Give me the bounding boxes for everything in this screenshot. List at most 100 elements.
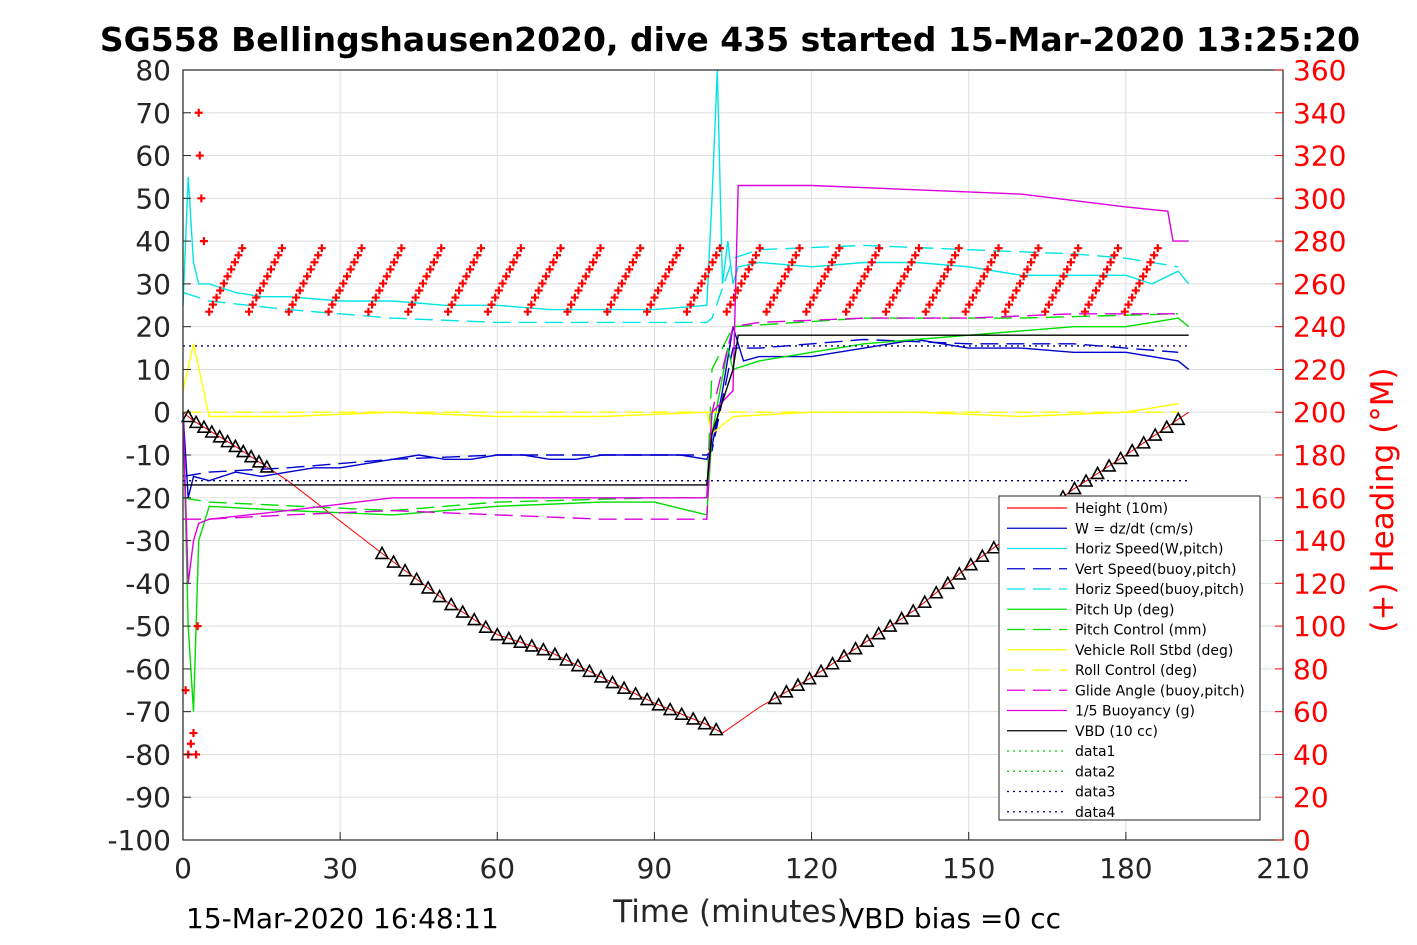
heading-marker [621, 272, 630, 281]
heading-marker [1131, 286, 1140, 295]
heading-marker [585, 265, 594, 274]
x-tick-label: 0 [174, 852, 192, 885]
heading-marker [1110, 251, 1119, 260]
heading-marker [752, 251, 761, 260]
heading-marker [186, 739, 195, 748]
heading-marker [875, 244, 884, 253]
heading-marker [791, 251, 800, 260]
heading-marker [331, 293, 340, 302]
heading-marker [914, 244, 923, 253]
heading-marker [1063, 265, 1072, 274]
heading-marker [306, 265, 315, 274]
depth-marker [1067, 480, 1082, 495]
heading-marker [968, 293, 977, 302]
heading-marker [505, 265, 514, 274]
y-right-tick-label: 60 [1293, 696, 1329, 729]
heading-marker [458, 279, 467, 288]
heading-marker [252, 293, 261, 302]
heading-marker [1142, 265, 1151, 274]
y-tick-label: 20 [135, 311, 171, 344]
heading-marker [1023, 265, 1032, 274]
heading-marker [205, 307, 214, 316]
x-tick-label: 210 [1256, 852, 1309, 885]
heading-marker [954, 244, 963, 253]
heading-marker [936, 279, 945, 288]
y-right-tick-label: 300 [1293, 182, 1346, 215]
heading-marker [733, 286, 742, 295]
heading-marker [596, 244, 605, 253]
heading-marker [643, 307, 652, 316]
heading-marker [570, 293, 579, 302]
depth-marker [1113, 450, 1128, 465]
heading-marker [259, 279, 268, 288]
depth-marker [466, 611, 482, 626]
depth-marker [790, 677, 806, 692]
y-right-tick-label: 260 [1293, 268, 1346, 301]
heading-marker [603, 307, 612, 316]
legend-label: Horiz Speed(W,pitch) [1075, 542, 1223, 558]
heading-marker [1005, 300, 1014, 309]
heading-marker [979, 272, 988, 281]
heading-marker [1088, 293, 1097, 302]
heading-marker [835, 244, 844, 253]
heading-marker [961, 307, 970, 316]
heading-marker [1044, 300, 1053, 309]
heading-marker [444, 307, 453, 316]
depth-marker [685, 711, 701, 725]
heading-marker [1146, 258, 1155, 267]
y-right-tick-label: 80 [1293, 653, 1329, 686]
y-right-tick-label: 120 [1293, 567, 1346, 600]
depth-marker [639, 691, 655, 706]
depth-marker [212, 429, 228, 443]
heading-marker [614, 286, 623, 295]
heading-marker [892, 286, 901, 295]
heading-marker [929, 293, 938, 302]
heading-marker [1114, 244, 1122, 253]
y-tick-label: -80 [125, 738, 171, 771]
heading-marker [494, 286, 503, 295]
heading-marker [943, 265, 952, 274]
y-tick-label: 30 [135, 268, 171, 301]
heading-marker [462, 272, 471, 281]
heading-marker [1128, 293, 1137, 302]
heading-marker [534, 286, 543, 295]
y-tick-label: -20 [125, 482, 171, 515]
heading-marker [1135, 279, 1144, 288]
y-tick-label: 40 [135, 225, 171, 258]
heading-marker [704, 265, 713, 274]
heading-marker [780, 272, 789, 281]
heading-marker [828, 258, 836, 267]
heading-marker [393, 251, 402, 260]
depth-marker [570, 657, 586, 672]
heading-marker [418, 279, 427, 288]
heading-marker [581, 272, 590, 281]
heading-marker [498, 279, 507, 288]
heading-marker [1055, 279, 1064, 288]
heading-marker [632, 251, 641, 260]
depth-marker [251, 454, 267, 468]
heading-marker [1019, 272, 1028, 281]
heading-marker [491, 293, 500, 302]
x-tick-label: 60 [479, 852, 515, 885]
heading-marker [199, 237, 208, 246]
legend-label: Height (10m) [1075, 501, 1168, 517]
heading-marker [589, 258, 598, 267]
heading-marker [212, 293, 221, 302]
heading-marker [270, 258, 279, 267]
depth-marker [628, 686, 643, 700]
series-line-4 [182, 244, 1179, 324]
heading-marker [433, 251, 442, 260]
depth-marker [1101, 458, 1117, 472]
heading-marker [625, 265, 634, 274]
heading-marker [197, 194, 206, 203]
heading-marker [686, 300, 695, 309]
heading-marker [788, 258, 797, 267]
depth-marker [386, 554, 401, 568]
y-tick-label: 0 [153, 396, 171, 429]
legend-label: data2 [1075, 764, 1115, 780]
heading-marker [976, 279, 985, 288]
depth-marker [825, 656, 840, 670]
heading-marker [267, 265, 275, 274]
heading-marker [545, 265, 554, 274]
